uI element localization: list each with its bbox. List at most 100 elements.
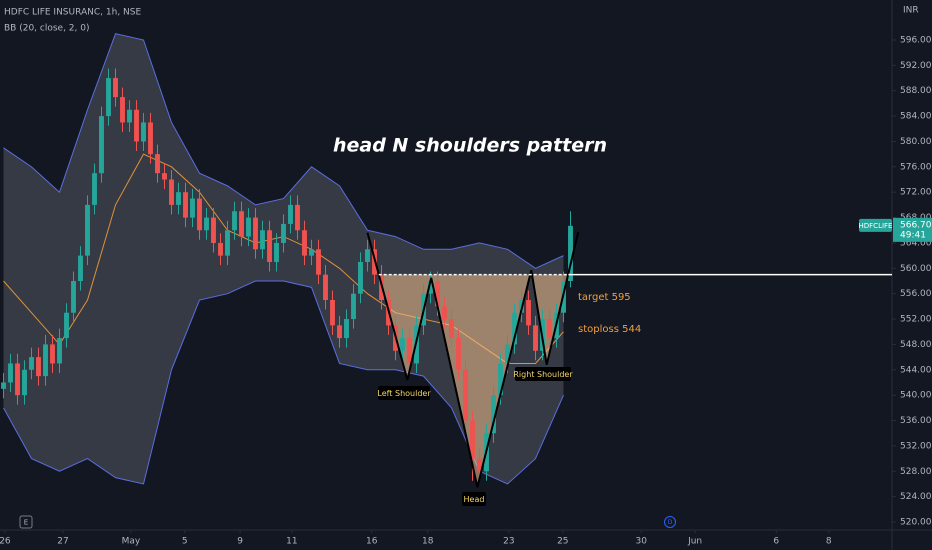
- candle-body: [295, 204, 300, 231]
- candle-body: [190, 198, 195, 218]
- candle-body: [260, 230, 265, 250]
- candle-body: [246, 217, 251, 237]
- y-tick-label: 572.00: [900, 188, 932, 198]
- pattern-fill: [378, 270, 569, 488]
- candle-body: [274, 242, 279, 262]
- currency: INR: [903, 6, 919, 16]
- chart-title: HDFC LIFE INSURANC, 1h, NSE: [4, 8, 141, 18]
- candle-body: [253, 217, 258, 250]
- symbol-tag: [859, 218, 892, 232]
- candle-body: [456, 338, 461, 370]
- price-label: 566.70: [900, 220, 932, 230]
- candle-body: [442, 306, 447, 320]
- price-tag: [893, 217, 932, 242]
- y-tick-label: 592.00: [900, 61, 932, 71]
- candle-body: [71, 281, 76, 313]
- candle-body: [134, 109, 139, 142]
- candle-body: [232, 211, 237, 231]
- candle-body: [50, 344, 55, 364]
- events-icon[interactable]: [19, 515, 33, 529]
- candle-body: [1, 382, 6, 389]
- events-icon-letter: E: [24, 519, 28, 527]
- candle-body: [267, 230, 272, 262]
- candle-body: [148, 122, 153, 155]
- candle-body: [92, 173, 97, 205]
- candle-body: [36, 357, 41, 377]
- y-tick-label: 548.00: [900, 340, 932, 350]
- candle-body: [225, 230, 230, 256]
- candle-body: [155, 154, 160, 174]
- candle-body: [162, 173, 167, 180]
- y-tick-label: 544.00: [900, 365, 932, 375]
- y-tick-label: 552.00: [900, 315, 932, 325]
- target-label: target 595: [578, 292, 631, 303]
- label-box: [378, 386, 430, 400]
- y-tick-label: 588.00: [900, 86, 932, 96]
- candle-body: [365, 249, 370, 262]
- candle-body: [57, 338, 62, 364]
- candle-body: [29, 357, 34, 370]
- y-tick-label: 540.00: [900, 391, 932, 401]
- pattern-line: [366, 231, 580, 488]
- y-tick-label: 560.00: [900, 264, 932, 274]
- y-tick-label: 580.00: [900, 137, 932, 147]
- candle-body: [183, 192, 188, 218]
- x-tick-label: 8: [826, 537, 832, 547]
- y-tick-label: 576.00: [900, 162, 932, 172]
- candle-body: [330, 300, 335, 326]
- label-box: [515, 367, 571, 381]
- candle-body: [176, 192, 181, 205]
- candle-body: [337, 325, 342, 339]
- y-tick-label: 584.00: [900, 112, 932, 122]
- candle-body: [288, 204, 293, 224]
- x-tick-label: 18: [422, 537, 434, 547]
- y-tick-label: 536.00: [900, 416, 932, 426]
- candle-body: [358, 261, 363, 294]
- candle-body: [309, 249, 314, 256]
- candle-body: [316, 249, 321, 275]
- candle-body: [512, 312, 517, 345]
- candle-body: [197, 198, 202, 231]
- candle-body: [407, 338, 412, 364]
- candle-body: [15, 363, 20, 396]
- y-tick-label: 528.00: [900, 467, 932, 477]
- x-tick-label: 6: [773, 537, 779, 547]
- candle-body: [169, 179, 174, 205]
- x-tick-label: 5: [182, 537, 188, 547]
- band-upper: [3, 33, 564, 269]
- countdown-label: 49:41: [900, 230, 926, 240]
- label-box: [462, 492, 486, 506]
- y-tick-label: 532.00: [900, 441, 932, 451]
- candle-body: [547, 319, 552, 339]
- candle-body: [435, 281, 440, 307]
- x-tick-label: 30: [635, 537, 647, 547]
- pattern-title: head N shoulders pattern: [333, 135, 607, 157]
- candle-body: [22, 369, 27, 396]
- candle-body: [428, 281, 433, 294]
- candle-body: [64, 312, 69, 339]
- dividend-icon-letter: D: [668, 519, 673, 526]
- x-tick-label: 9: [237, 537, 243, 547]
- candle-body: [323, 274, 328, 301]
- candle-body: [470, 420, 475, 459]
- candle-body: [85, 204, 90, 256]
- candle-body: [8, 363, 13, 383]
- pattern-label: Head: [464, 495, 485, 504]
- y-tick-label: 524.00: [900, 492, 932, 502]
- candle-body: [141, 122, 146, 142]
- candle-body: [78, 255, 83, 281]
- candle-body: [477, 458, 482, 472]
- candle-body: [400, 338, 405, 351]
- dividend-icon[interactable]: [664, 516, 676, 528]
- candle-body: [113, 78, 118, 98]
- candle-body: [43, 344, 48, 377]
- candle-body: [106, 78, 111, 117]
- candle-body: [498, 363, 503, 396]
- candle-body: [344, 319, 349, 339]
- y-tick-label: 556.00: [900, 289, 932, 299]
- pattern-label: Right Shoulder: [513, 370, 573, 379]
- candle-body: [491, 395, 496, 434]
- x-tick-label: 26: [0, 537, 11, 547]
- x-tick-label: Jun: [687, 537, 702, 547]
